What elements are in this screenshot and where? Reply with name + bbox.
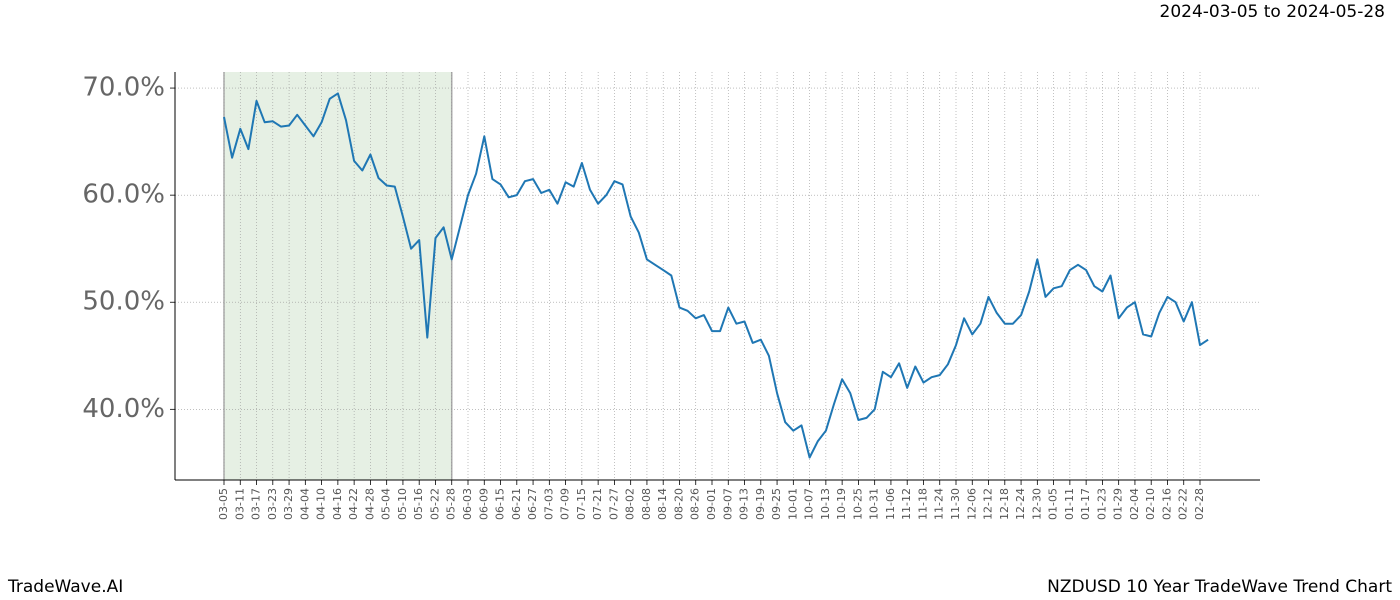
x-tick-label: 09-07 bbox=[721, 488, 734, 520]
x-tick-label: 10-07 bbox=[803, 488, 816, 520]
chart-title: NZDUSD 10 Year TradeWave Trend Chart bbox=[1047, 577, 1392, 597]
x-tick-label: 01-23 bbox=[1095, 488, 1108, 520]
x-tick-label: 09-19 bbox=[754, 488, 767, 520]
x-tick-label: 03-29 bbox=[282, 488, 295, 520]
y-tick-label: 40.0% bbox=[82, 394, 165, 424]
x-tick-label: 02-22 bbox=[1177, 488, 1190, 520]
x-tick-label: 01-17 bbox=[1079, 488, 1092, 520]
x-tick-label: 12-30 bbox=[1030, 488, 1043, 520]
x-tick-label: 09-25 bbox=[770, 488, 783, 520]
x-tick-label: 05-16 bbox=[412, 488, 425, 520]
x-tick-label: 05-28 bbox=[445, 488, 458, 520]
x-tick-label: 12-24 bbox=[1014, 488, 1027, 520]
x-tick-label: 03-11 bbox=[233, 488, 246, 520]
x-tick-label: 10-25 bbox=[851, 488, 864, 520]
x-tick-label: 11-24 bbox=[933, 488, 946, 520]
y-tick-label: 70.0% bbox=[82, 73, 165, 103]
x-tick-label: 06-21 bbox=[510, 488, 523, 520]
x-tick-label: 07-21 bbox=[591, 488, 604, 520]
x-tick-label: 09-01 bbox=[705, 488, 718, 520]
x-tick-label: 01-05 bbox=[1047, 488, 1060, 520]
x-tick-label: 10-01 bbox=[786, 488, 799, 520]
x-tick-label: 11-12 bbox=[900, 488, 913, 520]
brand: TradeWave.AI bbox=[7, 577, 123, 597]
x-tick-label: 11-06 bbox=[884, 488, 897, 520]
trend-line bbox=[223, 92, 1209, 459]
y-tick-label: 60.0% bbox=[82, 180, 165, 210]
x-tick-label: 06-03 bbox=[461, 488, 474, 520]
y-tick-label: 50.0% bbox=[82, 287, 165, 317]
x-tick-label: 02-10 bbox=[1144, 488, 1157, 520]
x-tick-label: 04-04 bbox=[298, 488, 311, 520]
x-tick-label: 06-09 bbox=[477, 488, 490, 520]
x-tick-label: 04-22 bbox=[347, 488, 360, 520]
x-tick-label: 06-15 bbox=[494, 488, 507, 520]
x-tick-label: 10-13 bbox=[819, 488, 832, 520]
x-tick-label: 11-18 bbox=[916, 488, 929, 520]
x-tick-label: 01-11 bbox=[1063, 488, 1076, 520]
date-range: 2024-03-05 to 2024-05-28 bbox=[1160, 2, 1385, 22]
x-tick-label: 03-05 bbox=[217, 488, 230, 520]
x-tick-label: 08-02 bbox=[624, 488, 637, 520]
x-tick-label: 04-10 bbox=[315, 488, 328, 520]
x-tick-label: 12-12 bbox=[982, 488, 995, 520]
x-tick-label: 08-14 bbox=[656, 488, 669, 520]
x-tick-label: 05-22 bbox=[428, 488, 441, 520]
x-tick-label: 04-16 bbox=[331, 488, 344, 520]
x-tick-label: 07-09 bbox=[559, 488, 572, 520]
x-tick-label: 06-27 bbox=[526, 488, 539, 520]
x-tick-label: 03-17 bbox=[250, 488, 263, 520]
x-tick-label: 08-08 bbox=[640, 488, 653, 520]
x-tick-label: 11-30 bbox=[949, 488, 962, 520]
x-tick-label: 07-15 bbox=[575, 488, 588, 520]
x-tick-label: 12-18 bbox=[998, 488, 1011, 520]
x-tick-label: 02-04 bbox=[1128, 488, 1141, 520]
x-tick-label: 04-28 bbox=[363, 488, 376, 520]
x-tick-label: 05-04 bbox=[380, 488, 393, 520]
x-tick-label: 02-16 bbox=[1160, 488, 1173, 520]
x-tick-label: 07-27 bbox=[607, 488, 620, 520]
x-tick-label: 03-23 bbox=[266, 488, 279, 520]
x-tick-label: 02-28 bbox=[1193, 488, 1206, 520]
x-tick-label: 05-10 bbox=[396, 488, 409, 520]
x-tick-label: 09-13 bbox=[738, 488, 751, 520]
x-tick-label: 08-20 bbox=[672, 488, 685, 520]
x-tick-label: 10-31 bbox=[868, 488, 881, 520]
x-tick-label: 12-06 bbox=[965, 488, 978, 520]
x-tick-label: 01-29 bbox=[1112, 488, 1125, 520]
x-tick-label: 10-19 bbox=[835, 488, 848, 520]
x-tick-label: 08-26 bbox=[689, 488, 702, 520]
x-tick-label: 07-03 bbox=[542, 488, 555, 520]
